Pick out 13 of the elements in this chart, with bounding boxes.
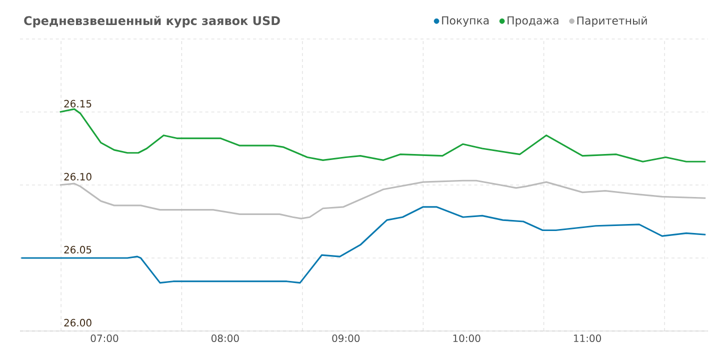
y-tick-label: 26.15 — [64, 100, 92, 108]
x-tick-label: 11:00 — [574, 334, 601, 342]
y-tick-label: 26.05 — [64, 246, 92, 254]
legend-label: Паритетный — [577, 16, 647, 27]
x-tick-label: 07:00 — [90, 334, 118, 342]
x-tick-label: 10:00 — [453, 334, 480, 342]
legend-label: Продажа — [508, 16, 558, 27]
y-tick-label: 26.00 — [64, 318, 92, 326]
legend-label: Покупка — [442, 16, 489, 27]
chart-title: Средневзвешенный курс заявок USD — [24, 16, 280, 28]
x-tick-label: 08:00 — [211, 334, 239, 342]
x-tick-label: 09:00 — [332, 334, 360, 342]
y-tick-label: 26.10 — [64, 172, 92, 180]
